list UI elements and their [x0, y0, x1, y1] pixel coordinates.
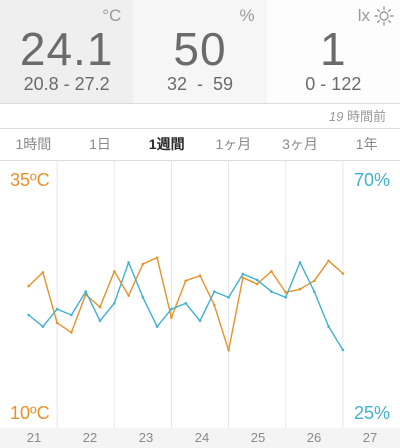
temperature-point — [113, 270, 116, 273]
humidity-point — [127, 261, 130, 264]
humidity-point — [27, 313, 30, 317]
temperature-point — [227, 349, 230, 352]
humidity-point — [70, 313, 73, 317]
tab-1-day[interactable]: 1日 — [89, 136, 111, 152]
temperature-range: 20.8 - 27.2 — [23, 74, 110, 94]
temperature-unit: °C — [102, 6, 122, 25]
divider — [0, 103, 400, 104]
humidity-point — [241, 272, 245, 276]
temperature-point — [241, 276, 245, 279]
temperature-axis-min: 10ºC — [10, 403, 50, 423]
humidity-point — [298, 261, 302, 264]
temperature-point — [198, 274, 202, 277]
temperature-point — [41, 271, 45, 274]
temperature-point — [213, 303, 216, 307]
temperature-point — [184, 279, 187, 283]
temperature-point — [255, 282, 259, 286]
x-tick-label: 24 — [194, 430, 210, 445]
divider — [0, 128, 400, 129]
sun-icon — [374, 6, 394, 26]
tab-1-year[interactable]: 1年 — [355, 136, 378, 152]
temperature-point — [270, 270, 273, 273]
x-tick-label: 25 — [250, 430, 266, 445]
temperature-value: 24.1 — [19, 23, 114, 75]
light-panel[interactable]: lx 1 0 - 122 — [266, 0, 400, 103]
temperature-point — [127, 294, 130, 297]
tab-1-week[interactable]: 1週間 — [148, 136, 185, 152]
humidity-range: 32 - 59 — [166, 74, 234, 94]
humidity-point — [184, 302, 187, 305]
humidity-value: 50 — [173, 23, 227, 75]
temperature-panel[interactable]: °C 24.1 20.8 - 27.2 — [0, 0, 134, 103]
time-range-tabs: 1時間 1日 1週間 1ヶ月 3ヶ月 1年 — [0, 129, 400, 160]
humidity-line — [28, 261, 344, 351]
x-tick-label: 26 — [306, 430, 322, 445]
humidity-point — [255, 278, 259, 282]
temperature-point — [341, 272, 345, 275]
temperature-point — [313, 279, 316, 283]
temperature-point — [155, 256, 159, 259]
last-updated-number: 19 — [328, 109, 344, 124]
temperature-point — [141, 262, 145, 266]
humidity-point — [213, 290, 216, 293]
humidity-panel[interactable]: % 50 32 - 59 — [133, 0, 267, 103]
tab-3-months[interactable]: 3ヶ月 — [282, 136, 318, 152]
humidity-point — [313, 290, 316, 293]
x-tick-label: 27 — [362, 430, 378, 445]
humidity-point — [270, 290, 273, 293]
light-value: 1 — [320, 23, 347, 75]
light-unit: lx — [357, 6, 370, 25]
humidity-point — [227, 296, 230, 299]
divider — [0, 160, 400, 161]
humidity-point — [84, 290, 87, 293]
humidity-point — [327, 325, 330, 328]
temperature-axis-max: 35ºC — [10, 170, 50, 190]
x-axis: 21 22 23 24 25 26 27 — [0, 428, 400, 448]
humidity-point — [41, 325, 45, 328]
humidity-point — [98, 319, 102, 323]
humidity-axis-min: 25% — [353, 403, 390, 423]
humidity-point — [141, 296, 145, 299]
humidity-axis-max: 70% — [353, 170, 390, 190]
humidity-point — [55, 307, 59, 311]
temperature-point — [98, 305, 102, 309]
history-chart[interactable] — [0, 161, 400, 428]
temperature-point — [170, 316, 173, 319]
humidity-point — [170, 307, 173, 311]
tab-1-month[interactable]: 1ヶ月 — [215, 136, 252, 152]
temperature-point — [284, 291, 288, 294]
tab-1-hour[interactable]: 1時間 — [15, 136, 52, 152]
temperature-point — [327, 259, 330, 263]
temperature-point — [70, 331, 73, 334]
temperature-point — [55, 321, 59, 325]
humidity-point — [155, 325, 159, 328]
last-updated: 19 時間前 — [329, 106, 386, 125]
last-updated-suffix: 時間前 — [343, 109, 386, 124]
humidity-point — [341, 348, 345, 352]
x-tick-label: 23 — [138, 430, 154, 445]
humidity-point — [113, 302, 116, 305]
light-range: 0 - 122 — [305, 74, 362, 94]
humidity-unit: % — [239, 6, 255, 25]
temperature-point — [298, 287, 302, 291]
x-tick-label: 21 — [26, 430, 42, 445]
humidity-point — [198, 319, 202, 323]
humidity-point — [284, 296, 288, 299]
temperature-point — [27, 284, 30, 288]
x-tick-label: 22 — [82, 430, 98, 445]
sensor-readings: °C 24.1 20.8 - 27.2 % 50 32 - 59 lx 1 0 … — [0, 0, 400, 103]
